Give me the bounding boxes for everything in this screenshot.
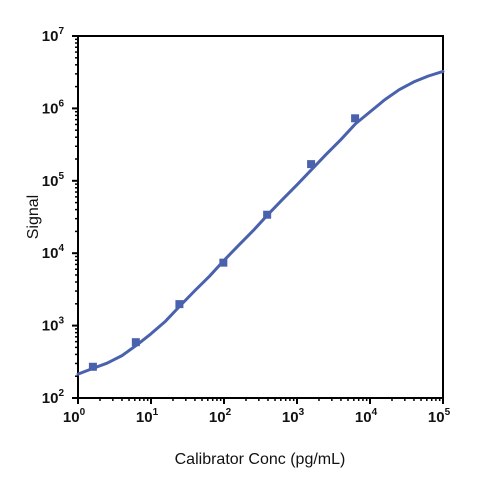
data-points xyxy=(88,114,360,371)
data-point xyxy=(131,338,140,347)
fit-curve xyxy=(76,69,445,376)
data-point xyxy=(219,258,228,267)
y-axis-ticks: 102 103 104 105 106 107 xyxy=(42,26,78,407)
data-point xyxy=(307,160,316,169)
x-tick-label: 105 xyxy=(428,407,451,426)
y-tick-label: 103 xyxy=(42,316,65,335)
data-point xyxy=(351,114,360,123)
y-tick-label: 107 xyxy=(42,26,65,45)
y-tick-label: 105 xyxy=(42,171,65,190)
y-axis-title: Signal xyxy=(25,195,42,239)
data-point xyxy=(88,362,97,371)
data-point xyxy=(175,300,184,309)
x-tick-label: 101 xyxy=(136,407,159,426)
x-tick-label: 104 xyxy=(355,407,378,426)
x-axis-title: Calibrator Conc (pg/mL) xyxy=(175,451,346,468)
y-tick-label: 104 xyxy=(42,243,65,262)
y-tick-label: 106 xyxy=(42,98,65,117)
x-tick-label: 103 xyxy=(282,407,305,426)
plot-area-frame xyxy=(77,35,444,399)
y-tick-label: 102 xyxy=(42,388,65,407)
x-axis-ticks: 100 101 102 103 104 105 xyxy=(63,398,451,426)
data-point xyxy=(263,210,272,219)
x-tick-label: 102 xyxy=(209,407,232,426)
x-tick-label: 100 xyxy=(63,407,86,426)
